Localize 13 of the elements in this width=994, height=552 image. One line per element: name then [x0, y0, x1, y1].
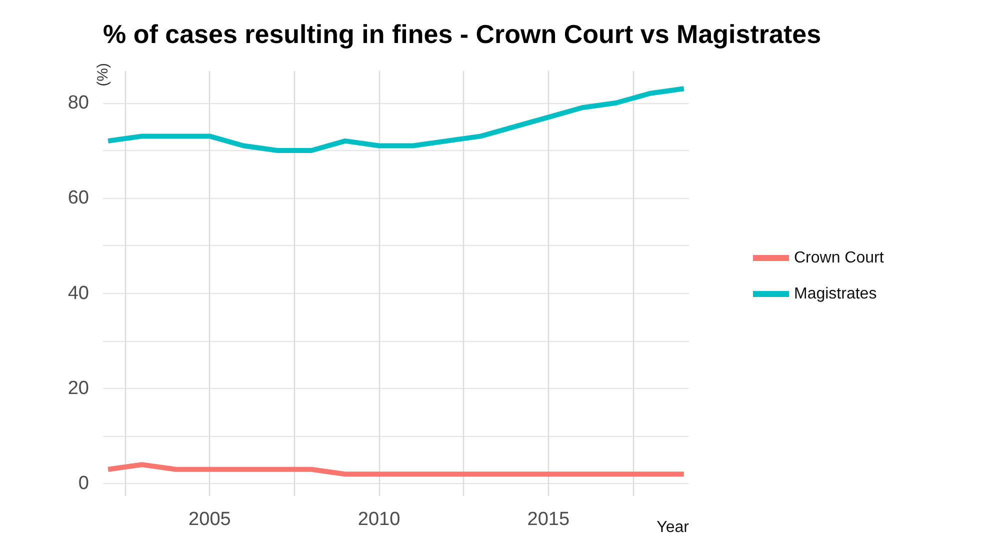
y-tick-label: 0 — [78, 473, 89, 494]
chart-title: % of cases resulting in fines - Crown Court vs Magistrates — [103, 19, 822, 49]
legend-label: Magistrates — [794, 286, 877, 302]
y-axis-title: (%) — [94, 62, 112, 86]
x-tick-label: 2005 — [188, 509, 231, 530]
y-tick-label: 60 — [68, 188, 89, 209]
x-axis-title: Year — [656, 519, 690, 536]
y-tick-label: 80 — [68, 92, 89, 114]
x-tick-label: 2015 — [527, 509, 570, 530]
y-tick-label: 20 — [68, 378, 89, 399]
legend-label: Crown Court — [794, 250, 884, 266]
x-tick-label: 2010 — [358, 509, 400, 530]
y-tick-label: 40 — [68, 282, 89, 304]
